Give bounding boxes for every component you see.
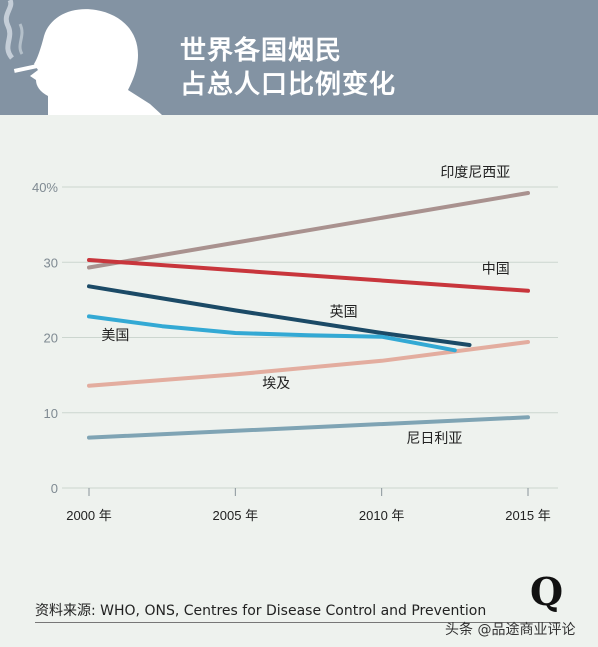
series-line: [87, 340, 530, 388]
series-line: [87, 191, 530, 270]
y-tick-label: 30: [44, 255, 58, 270]
header-banner: 世界各国烟民 占总人口比例变化: [0, 0, 598, 115]
series-label: 尼日利亚: [406, 431, 462, 447]
x-tick-label: 2005 年: [213, 508, 259, 523]
chart-grid: [62, 186, 558, 489]
y-tick-label: 0: [51, 481, 58, 496]
y-tick-label: 10: [44, 406, 58, 421]
x-tick-label: 2015 年: [505, 508, 551, 523]
y-axis-ticks: 0 10 20 30 40%: [32, 180, 58, 496]
line-chart: 0 10 20 30 40% 2000 年 2005 年 2010 年 2015 年 印度尼西…: [32, 165, 558, 523]
brand-logo: Q: [530, 569, 564, 614]
series-line: [87, 284, 472, 347]
footer-divider: [35, 622, 560, 623]
source-note: 资料来源: WHO, ONS, Centres for Disease Cont…: [35, 603, 487, 619]
title-line-2: 占总人口比例变化: [180, 70, 397, 100]
series-label: 英国: [330, 303, 358, 320]
watermark: 头条 @品途商业评论: [445, 622, 576, 638]
x-tick-label: 2010 年: [359, 508, 405, 523]
series-line: [87, 314, 457, 353]
series-label: 埃及: [262, 376, 290, 392]
series-label: 美国: [101, 328, 129, 344]
y-tick-label: 40%: [32, 180, 58, 195]
page-title: 世界各国烟民 占总人口比例变化: [180, 34, 396, 102]
series-line: [87, 258, 530, 293]
x-axis-ticks: 2000 年 2005 年 2010 年 2015 年: [66, 488, 551, 523]
series-label: 印度尼西亚: [440, 165, 510, 181]
y-tick-label: 20: [44, 331, 58, 346]
series-line: [87, 415, 530, 440]
smoker-silhouette-icon: [3, 0, 162, 115]
x-tick-label: 2000 年: [66, 508, 112, 523]
series-lines: [87, 191, 530, 440]
series-label: 中国: [482, 262, 510, 278]
title-line-1: 世界各国烟民: [180, 36, 343, 66]
